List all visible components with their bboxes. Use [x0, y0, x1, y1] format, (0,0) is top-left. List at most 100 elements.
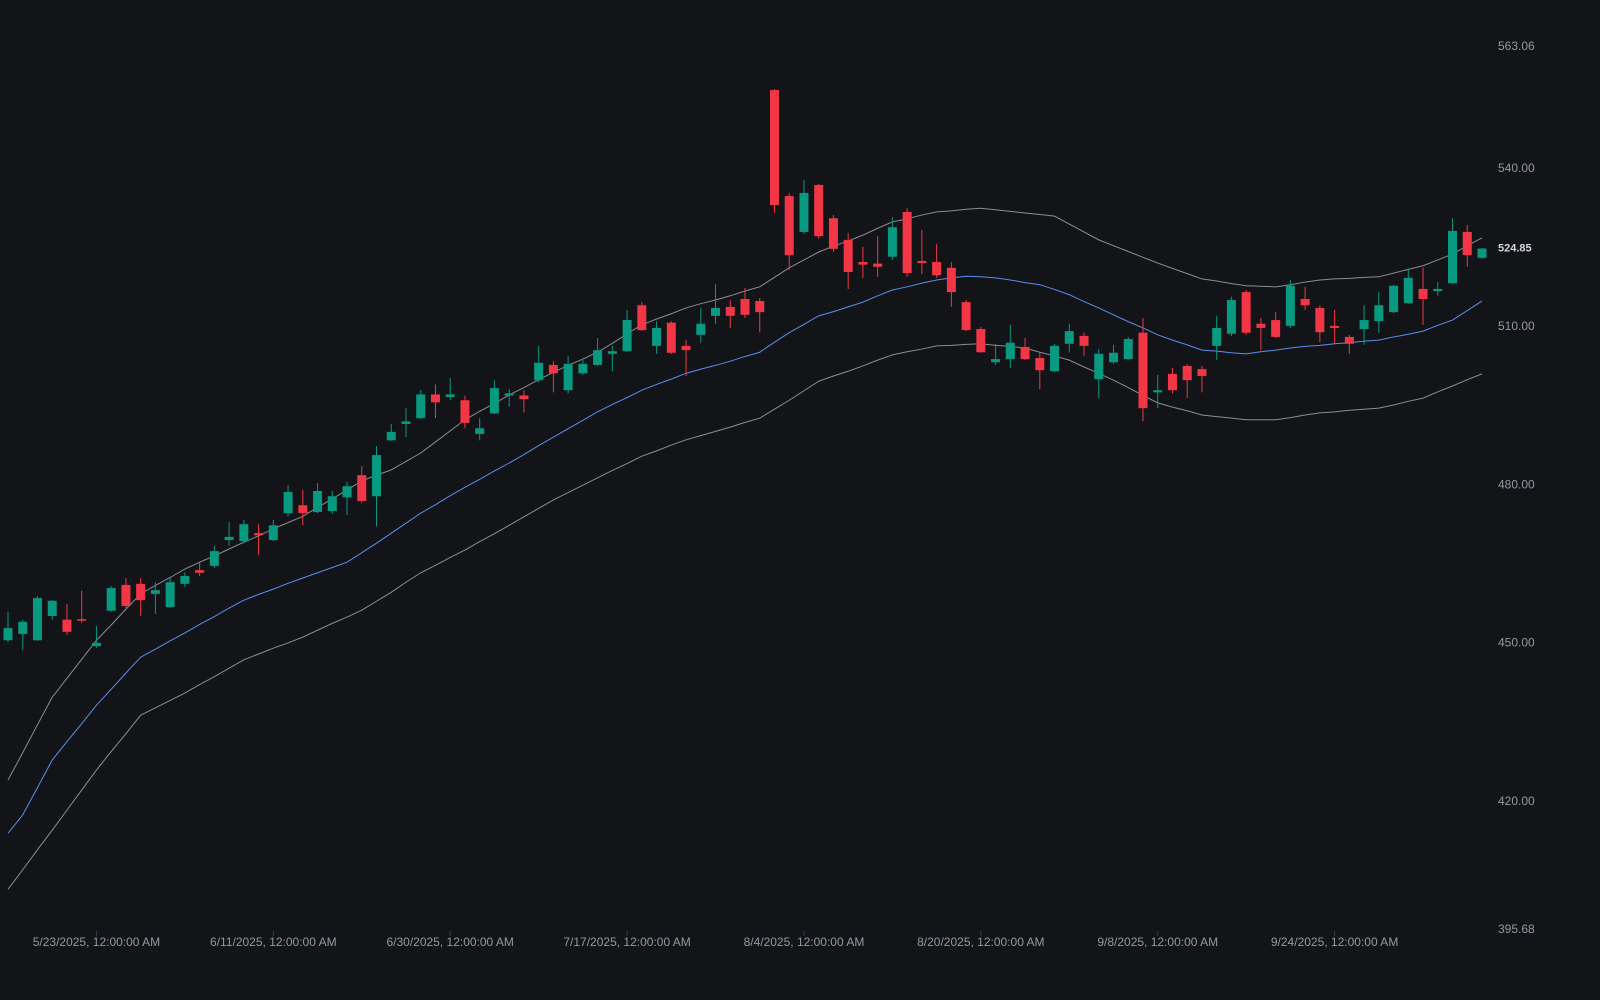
x-tick-label: 9/24/2025, 12:00:00 AM [1271, 935, 1398, 949]
candle-body [504, 393, 514, 396]
candle-body [1374, 305, 1384, 322]
candle-body [1462, 231, 1472, 256]
candle-body [165, 582, 175, 608]
candle-body [799, 192, 809, 232]
candle-body [1330, 325, 1340, 328]
candle-body [1050, 345, 1060, 372]
candle-body [681, 345, 691, 351]
candle-body [1153, 390, 1163, 393]
candle-body [666, 322, 676, 353]
candle-body [607, 351, 617, 354]
candle-body [1241, 292, 1251, 333]
candle-body [327, 496, 337, 512]
candle-body [1448, 230, 1458, 284]
candle-body [755, 301, 765, 313]
candle-body [283, 492, 293, 514]
candle-body [769, 90, 779, 206]
candle-body [298, 505, 308, 514]
candle-body [548, 364, 558, 374]
y-tick-label: 420.00 [1498, 794, 1535, 808]
candle-body [1094, 353, 1104, 380]
candle-body [696, 323, 706, 335]
candle-body [1433, 288, 1443, 292]
y-tick-label: 450.00 [1498, 636, 1535, 650]
candle-body [1256, 323, 1266, 328]
candle-body [106, 588, 116, 611]
candle-body [342, 486, 352, 498]
candle-body [1005, 342, 1015, 360]
candle-body [150, 590, 160, 594]
candle-body [475, 428, 485, 435]
x-tick-label: 8/4/2025, 12:00:00 AM [744, 935, 865, 949]
x-tick-label: 5/23/2025, 12:00:00 AM [33, 935, 160, 949]
y-tick-label: 480.00 [1498, 477, 1535, 491]
candle-body [1064, 331, 1074, 344]
candle-body [917, 260, 927, 264]
candle-body [622, 320, 632, 352]
candle-body [858, 262, 868, 265]
candle-body [32, 598, 42, 641]
y-tick-label: 540.00 [1498, 161, 1535, 175]
candle-body [1389, 285, 1399, 313]
candle-body [784, 196, 794, 256]
candle-body [1123, 339, 1133, 360]
candle-body [652, 327, 662, 346]
candle-body [268, 525, 278, 541]
candle-body [1109, 352, 1118, 363]
candle-body [976, 329, 986, 353]
candle-body [1477, 248, 1487, 258]
candle-body [1182, 365, 1192, 381]
candle-body [445, 394, 455, 398]
candle-body [961, 302, 971, 331]
candle-body [91, 642, 101, 647]
band-line [7, 343, 1483, 890]
candle-body [195, 570, 205, 573]
last-price-label: 524.85 [1498, 242, 1532, 254]
candle-body [121, 584, 131, 606]
candle-body [254, 533, 264, 536]
candle-body [725, 306, 735, 316]
candle-body [873, 263, 883, 267]
candle-body [224, 536, 234, 541]
candle-body [563, 363, 573, 391]
candle-body [1020, 346, 1030, 360]
candle-body [77, 619, 87, 621]
candle-body [357, 475, 367, 502]
candle-body [239, 524, 249, 542]
candle-body [1197, 369, 1207, 376]
candle-body [1300, 298, 1310, 306]
candle-body [1035, 358, 1045, 371]
candle-body [1079, 335, 1089, 346]
candle-body [1359, 320, 1369, 330]
x-tick-label: 6/11/2025, 12:00:00 AM [210, 935, 337, 949]
y-tick-label: 510.00 [1498, 319, 1535, 333]
y-tick-label: 395.68 [1498, 922, 1535, 936]
candle-body [1418, 288, 1428, 299]
candle-body [430, 394, 440, 403]
candle-body [740, 298, 750, 315]
candle-body [209, 551, 219, 566]
candle-body [1167, 373, 1177, 391]
candle-body [136, 583, 146, 601]
candle-body [1344, 336, 1354, 344]
candle-body [180, 575, 190, 584]
candle-body [416, 394, 426, 419]
candle-body [489, 388, 499, 414]
candle-body [637, 305, 647, 331]
candle-body [843, 239, 853, 273]
candle-body [18, 621, 28, 634]
candle-body [313, 490, 323, 513]
candle-body [711, 307, 721, 316]
candle-body [578, 363, 588, 374]
candle-body [1271, 320, 1281, 337]
band-line [7, 275, 1483, 834]
candle-body [828, 218, 838, 249]
candle-body [1403, 277, 1413, 304]
candle-body [1226, 300, 1236, 334]
candle-body [460, 400, 470, 423]
x-tick-label: 8/20/2025, 12:00:00 AM [917, 935, 1044, 949]
candle-body [902, 211, 912, 274]
